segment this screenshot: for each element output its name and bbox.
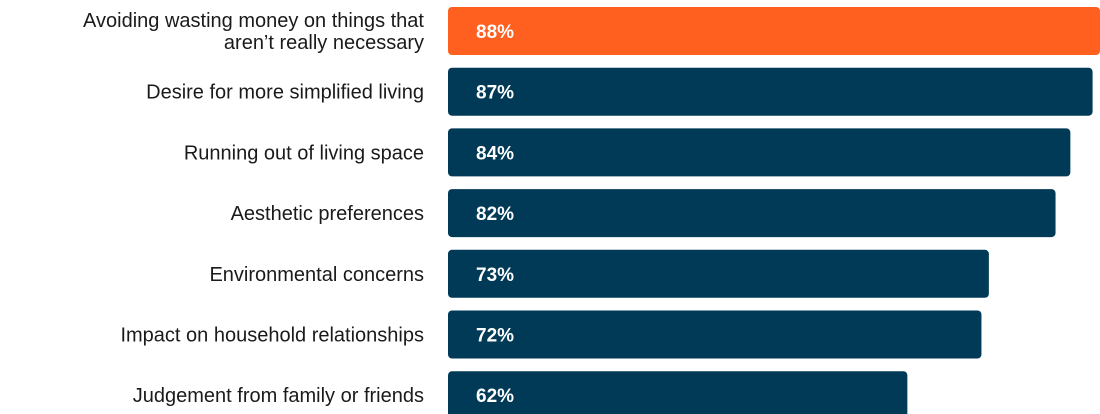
data-label-3: 84% [476, 143, 514, 164]
bar-6 [448, 310, 982, 359]
data-label-7: 62% [476, 386, 514, 407]
bar-2 [448, 67, 1093, 116]
category-label-3: Running out of living space [184, 142, 424, 164]
bar-7 [448, 371, 908, 414]
bar-5 [448, 249, 989, 298]
category-label-5: Environmental concerns [209, 264, 424, 286]
category-label-7: Judgement from family or friends [133, 385, 424, 407]
data-label-5: 73% [476, 265, 514, 286]
bar-3 [448, 128, 1071, 177]
data-label-6: 72% [476, 326, 514, 347]
bar-4 [448, 189, 1056, 238]
bar-1 [448, 7, 1100, 55]
category-label-1-line-1: Avoiding wasting money on things that [83, 10, 424, 32]
category-label-1-line-2: aren’t really necessary [224, 32, 424, 54]
category-label-4: Aesthetic preferences [231, 203, 424, 225]
category-label-2: Desire for more simplified living [146, 82, 424, 104]
category-label-6: Impact on household relationships [120, 325, 424, 347]
data-label-1: 88% [476, 22, 514, 43]
data-label-2: 87% [476, 83, 514, 104]
data-label-4: 82% [476, 204, 514, 225]
